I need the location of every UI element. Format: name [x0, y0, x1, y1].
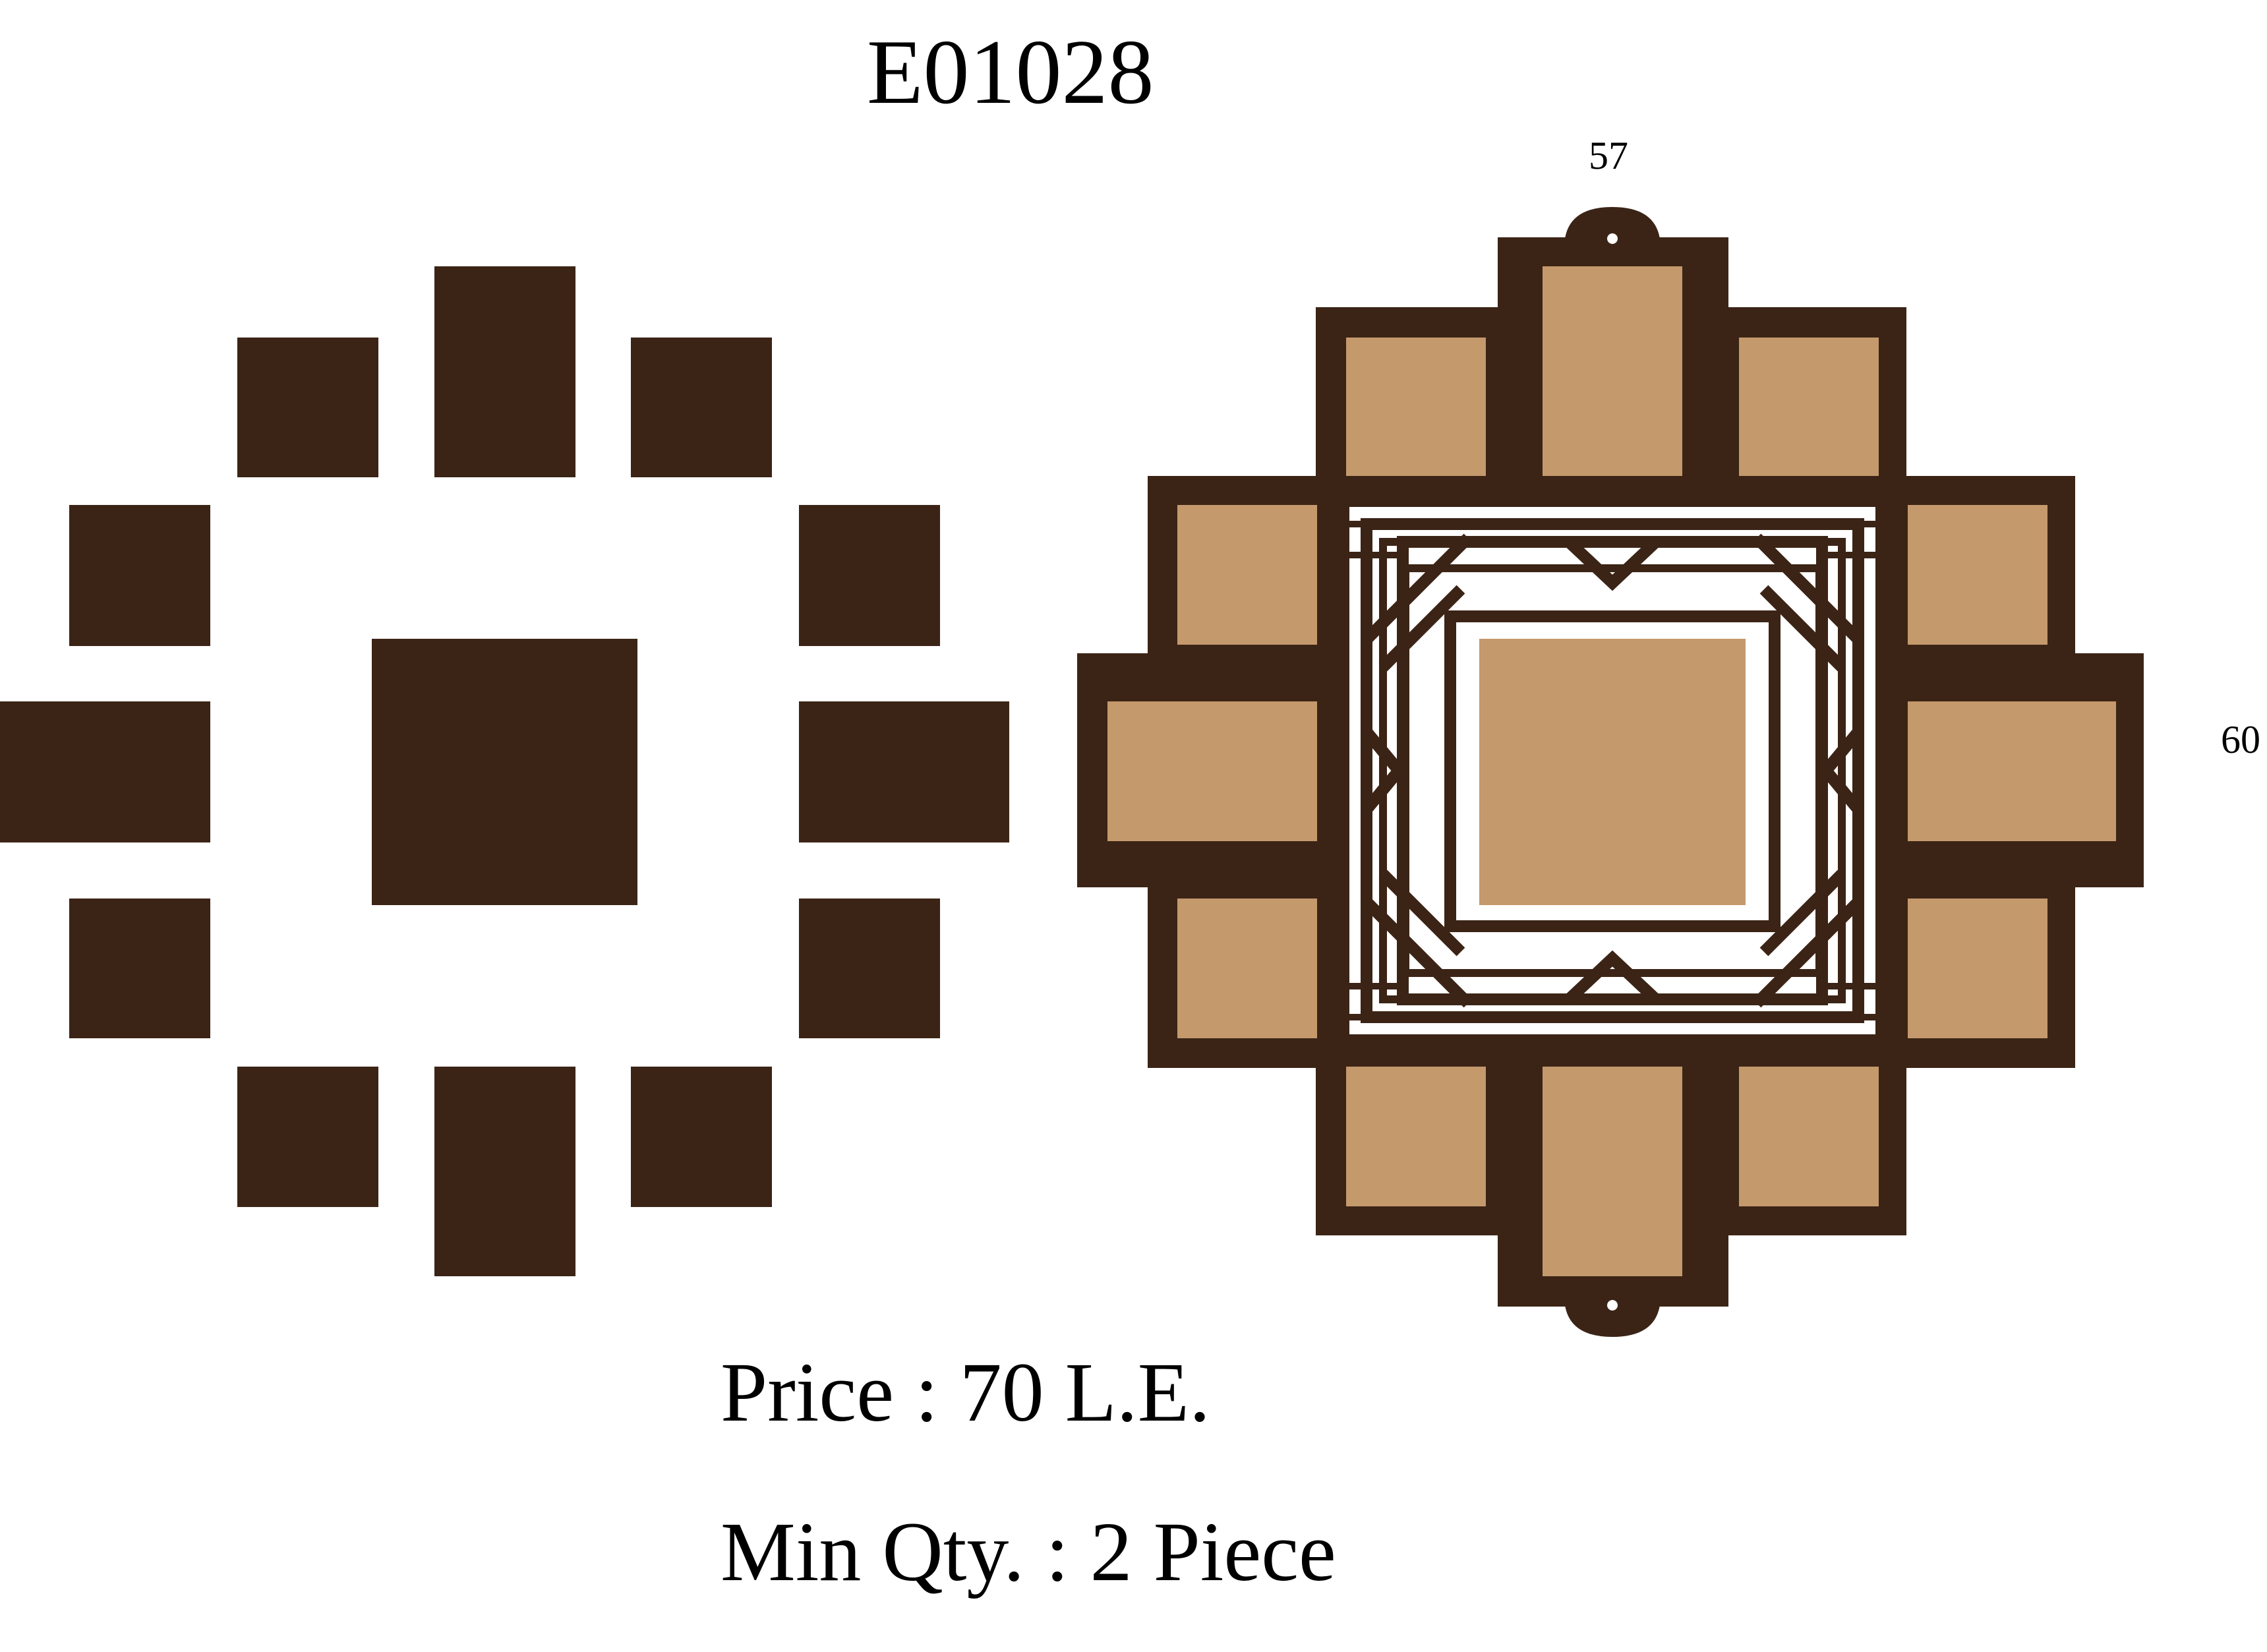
min-quantity-label: Min Qty. : 2 Piece [721, 1505, 1336, 1599]
photo-opening-top-center [1543, 266, 1682, 476]
lattice-bars [1345, 503, 1879, 1038]
photo-opening-bottom-right [1739, 1067, 1879, 1206]
price-label: Price : 70 L.E. [721, 1345, 1210, 1439]
photo-layout-silhouette [0, 266, 1009, 1276]
decorative-photo-frame [1077, 207, 2144, 1337]
layout-tile-left-upper [69, 505, 210, 646]
layout-tile-bottom-left [237, 1067, 378, 1207]
layout-tile-left-middle [0, 701, 210, 842]
photo-opening-bottom-left [1346, 1067, 1486, 1206]
photo-opening-left-upper [1177, 505, 1317, 645]
photo-opening-right-lower [1908, 899, 2047, 1038]
photo-opening-center [1479, 639, 1746, 905]
layout-tile-right-upper [799, 505, 940, 646]
hanging-tab-top [1565, 207, 1660, 239]
photo-opening-bottom-center [1543, 1067, 1682, 1276]
layout-tile-center [372, 639, 637, 905]
photo-opening-left-lower [1177, 899, 1317, 1038]
hanging-tab-bottom [1565, 1305, 1660, 1337]
dimension-height-label: 60 [2221, 718, 2260, 761]
hanging-hole-top [1607, 233, 1618, 244]
layout-tile-right-middle [799, 701, 1009, 842]
layout-tile-bottom-center [434, 1067, 575, 1276]
photo-opening-right-middle [1908, 701, 2116, 841]
photo-opening-left-middle [1107, 701, 1317, 841]
dimension-width-label: 57 [1589, 134, 1628, 177]
layout-tile-top-right [631, 338, 772, 477]
layout-tile-left-lower [69, 899, 210, 1038]
layout-tile-bottom-right [631, 1067, 772, 1207]
photo-opening-top-left [1346, 338, 1486, 476]
hanging-hole-bottom [1607, 1300, 1618, 1311]
product-code: E01028 [867, 21, 1154, 123]
photo-openings [1107, 266, 2116, 1276]
photo-opening-top-right [1739, 338, 1879, 476]
layout-tile-right-lower [799, 899, 940, 1038]
photo-opening-right-upper [1908, 505, 2047, 645]
layout-tile-top-left [237, 338, 378, 477]
layout-tile-top-center [434, 266, 575, 477]
